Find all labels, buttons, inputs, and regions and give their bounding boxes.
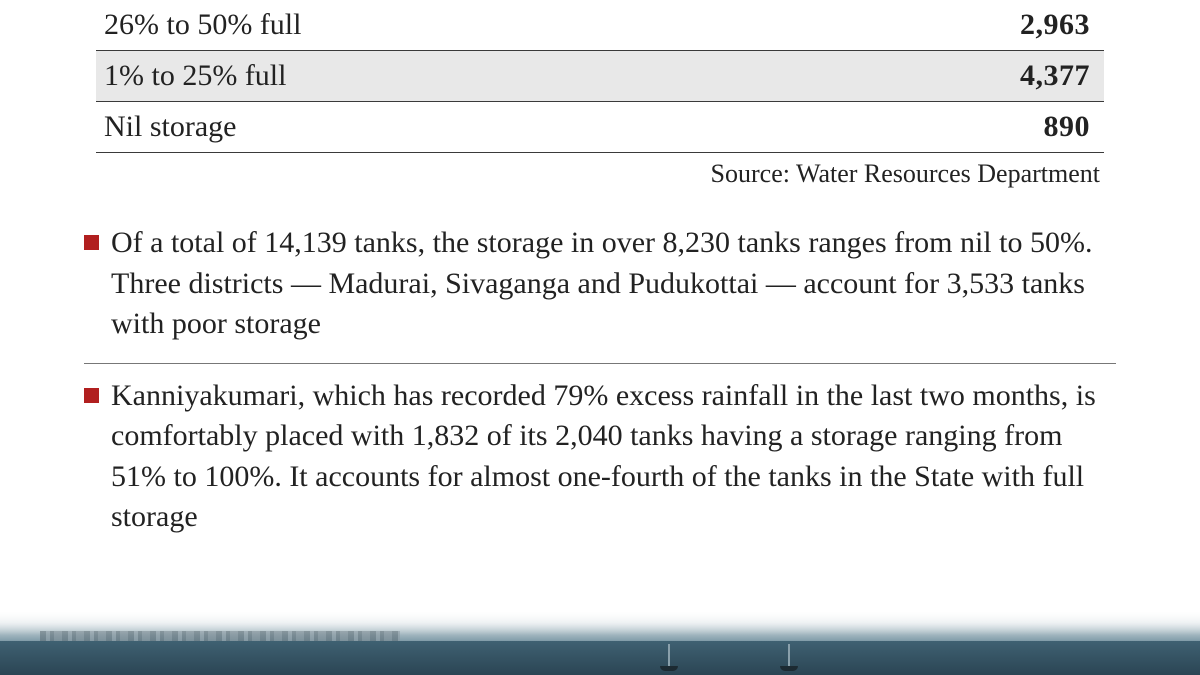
source-line: Source: Water Resources Department (0, 153, 1200, 199)
storage-table-body: 26% to 50% full2,9631% to 25% full4,377N… (96, 0, 1104, 153)
bullet-list: Of a total of 14,139 tanks, the storage … (0, 199, 1200, 556)
row-value: 890 (802, 102, 1104, 153)
photo-water (0, 641, 1200, 675)
bullet-text: Of a total of 14,139 tanks, the storage … (111, 223, 1116, 345)
table-row: 1% to 25% full4,377 (96, 51, 1104, 102)
table-row: Nil storage890 (96, 102, 1104, 153)
row-value: 2,963 (802, 0, 1104, 51)
photo-band (0, 611, 1200, 675)
boat-icon (780, 644, 798, 671)
storage-table: 26% to 50% full2,9631% to 25% full4,377N… (96, 0, 1104, 153)
row-label: 26% to 50% full (96, 0, 802, 51)
storage-table-wrap: 26% to 50% full2,9631% to 25% full4,377N… (0, 0, 1200, 153)
row-label: 1% to 25% full (96, 51, 802, 102)
table-row: 26% to 50% full2,963 (96, 0, 1104, 51)
bullet-item: Kanniyakumari, which has recorded 79% ex… (84, 364, 1116, 556)
row-value: 4,377 (802, 51, 1104, 102)
square-bullet-icon (84, 235, 99, 250)
bullet-item: Of a total of 14,139 tanks, the storage … (84, 211, 1116, 364)
square-bullet-icon (84, 388, 99, 403)
row-label: Nil storage (96, 102, 802, 153)
infographic-clip: 26% to 50% full2,9631% to 25% full4,377N… (0, 0, 1200, 675)
bullet-text: Kanniyakumari, which has recorded 79% ex… (111, 376, 1116, 538)
boat-icon (660, 644, 678, 671)
